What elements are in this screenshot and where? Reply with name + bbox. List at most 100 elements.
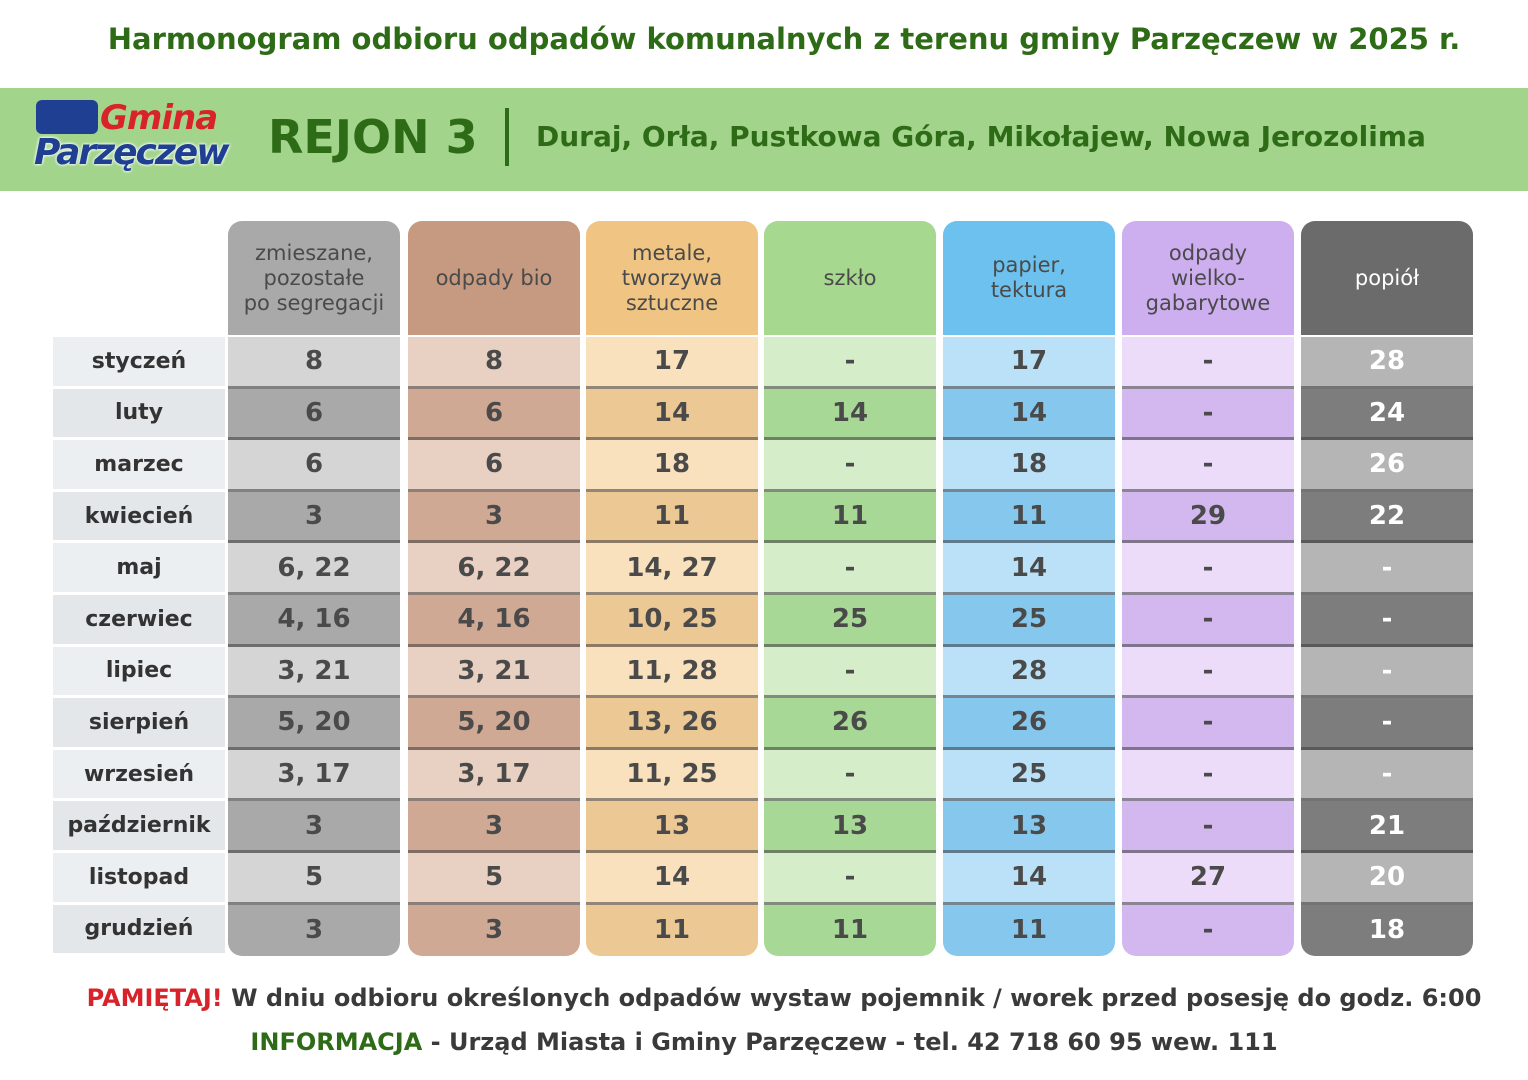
table-cell: - [1301,543,1473,595]
table-cell: 6 [408,440,580,492]
table-cell: 18 [943,440,1115,492]
table-cell: 11 [764,491,936,544]
table-cell: - [1301,749,1473,802]
region-band [0,88,1528,191]
places: Duraj, Orła, Pustkowa Góra, Mikołajew, N… [536,120,1426,153]
table-cell: 11 [764,904,936,957]
table-cell: - [1122,388,1294,441]
month-label: luty [53,388,225,441]
table-cell: 27 [1122,853,1294,905]
table-cell: 26 [943,698,1115,750]
column-header: zmieszane, pozostałe po segregacji [228,221,400,335]
table-cell: 25 [943,749,1115,802]
table-cell: 11 [943,904,1115,957]
column-header: metale, tworzywa sztuczne [586,221,758,335]
column-header: papier, tektura [943,221,1115,335]
table-cell: - [1122,440,1294,492]
table-cell: 25 [764,595,936,647]
table-cell: 6 [408,388,580,441]
table-cell: 11 [943,491,1115,544]
month-label: marzec [53,440,225,492]
column-header: odpady bio [408,221,580,335]
table-cell: 14 [943,853,1115,905]
table-cell: - [1122,646,1294,699]
table-cell: 10, 25 [586,595,758,647]
table-cell: 8 [228,337,400,389]
table-cell: 13 [764,801,936,853]
table-cell: 3 [228,904,400,957]
table-cell: 14 [943,388,1115,441]
table-cell: 26 [764,698,936,750]
column-header: odpady wielko- gabarytowe [1122,221,1294,335]
reminder: PAMIĘTAJ! W dniu odbioru określonych odp… [0,984,1528,1012]
table-cell: 5 [408,853,580,905]
table-cell: 14 [586,388,758,441]
table-cell: 3 [228,801,400,853]
title: Harmonogram odbioru odpadów komunalnych … [107,22,1461,56]
separator [505,108,509,166]
table-cell: 28 [1301,337,1473,389]
table-cell: 3, 21 [228,646,400,699]
table-cell: 24 [1301,388,1473,441]
table-cell: 18 [586,440,758,492]
table-cell: 14, 27 [586,543,758,595]
table-cell: 11, 25 [586,749,758,802]
table-cell: 4, 16 [408,595,580,647]
reminder-text: W dniu odbioru określonych odpadów wysta… [231,984,1482,1012]
table-cell: 5 [228,853,400,905]
table-cell: - [1301,646,1473,699]
table-cell: 17 [586,337,758,389]
month-label: wrzesień [53,749,225,802]
month-label: październik [53,801,225,853]
table-cell: 8 [408,337,580,389]
month-label: styczeń [53,337,225,389]
table-cell: 11 [586,904,758,957]
table-cell: - [1122,904,1294,957]
table-cell: - [764,749,936,802]
table-cell: 17 [943,337,1115,389]
table-cell: 25 [943,595,1115,647]
logo-shape [36,100,98,134]
table-cell: - [1301,698,1473,750]
table-cell: 14 [586,853,758,905]
month-label: kwiecień [53,491,225,544]
month-label: listopad [53,853,225,905]
table-cell: - [1122,801,1294,853]
table-cell: - [764,853,936,905]
table-cell: 6, 22 [228,543,400,595]
table-cell: 6 [228,440,400,492]
table-cell: 3, 17 [408,749,580,802]
table-cell: 3 [408,904,580,957]
month-label: lipiec [53,646,225,699]
table-cell: 28 [943,646,1115,699]
table-cell: - [1122,543,1294,595]
info: INFORMACJA - Urząd Miasta i Gminy Parzęc… [0,1028,1528,1056]
table-cell: 3 [408,801,580,853]
table-cell: 20 [1301,853,1473,905]
month-label: sierpień [53,698,225,750]
table-cell: 11, 28 [586,646,758,699]
table-cell: - [764,440,936,492]
table-cell: - [1122,698,1294,750]
table-cell: - [764,337,936,389]
table-cell: - [1122,595,1294,647]
info-label: INFORMACJA [250,1028,423,1056]
table-cell: 3, 17 [228,749,400,802]
table-cell: - [1122,749,1294,802]
table-cell: 26 [1301,440,1473,492]
table-cell: - [764,646,936,699]
table-cell: 4, 16 [228,595,400,647]
table-cell: 3 [228,491,400,544]
table-cell: 13, 26 [586,698,758,750]
table-cell: 14 [764,388,936,441]
logo-text: Parzęczew [34,132,229,173]
table-cell: 13 [586,801,758,853]
table-cell: 11 [586,491,758,544]
column-header: szkło [764,221,936,335]
table-cell: 13 [943,801,1115,853]
table-cell: 21 [1301,801,1473,853]
table-cell: 18 [1301,904,1473,957]
region: REJON 3 [268,110,478,164]
info-text: - Urząd Miasta i Gminy Parzęczew - tel. … [422,1028,1278,1056]
